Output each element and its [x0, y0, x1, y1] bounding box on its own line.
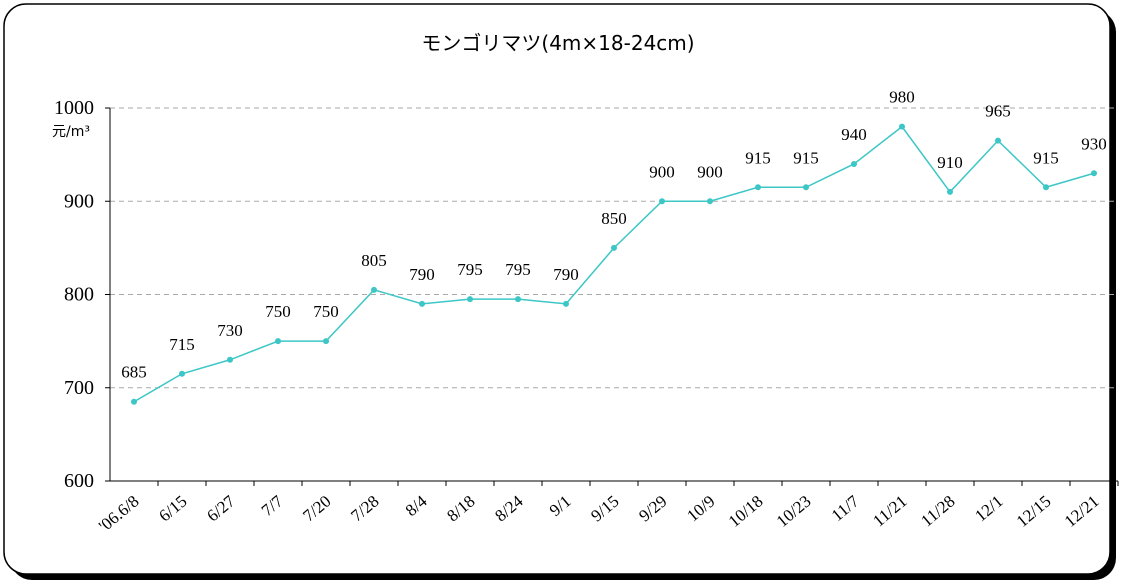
data-point: [707, 198, 713, 205]
y-tick-label: 800: [64, 284, 94, 306]
data-label: 915: [793, 148, 819, 167]
data-label: 915: [1033, 148, 1059, 167]
data-label: 730: [217, 321, 243, 340]
data-point: [275, 338, 281, 345]
data-point: [227, 356, 233, 363]
data-point: [755, 184, 761, 191]
data-label: 790: [553, 265, 579, 284]
data-point: [515, 296, 521, 303]
data-point: [851, 160, 857, 167]
data-point: [179, 370, 185, 377]
chart-title: モンゴリマツ(4m×18-24cm): [421, 31, 694, 55]
data-point: [131, 398, 137, 405]
frame: [3, 3, 1111, 575]
data-label: 795: [457, 260, 483, 279]
data-label: 750: [313, 302, 339, 321]
y-tick-label: 700: [64, 377, 94, 399]
data-label: 915: [745, 148, 771, 167]
y-axis-label: 元/m³: [52, 124, 90, 140]
data-label: 715: [169, 335, 195, 354]
data-point: [611, 244, 617, 251]
data-label: 750: [265, 302, 291, 321]
data-label: 685: [121, 363, 147, 382]
data-point: [563, 300, 569, 307]
y-tick-label: 900: [64, 190, 94, 212]
data-point: [899, 123, 905, 130]
data-label: 805: [361, 251, 387, 270]
data-point: [659, 198, 665, 205]
data-point: [995, 137, 1001, 144]
data-point: [419, 300, 425, 307]
data-point: [947, 188, 953, 195]
y-tick-label: 1000: [54, 97, 94, 119]
data-point: [467, 296, 473, 303]
data-label: 900: [649, 162, 675, 181]
data-label: 940: [841, 125, 867, 144]
data-point: [1043, 184, 1049, 191]
data-label: 980: [889, 88, 915, 107]
data-label: 790: [409, 265, 435, 284]
data-point: [1091, 170, 1097, 177]
data-label: 850: [601, 209, 627, 228]
data-point: [371, 286, 377, 293]
data-label: 930: [1081, 134, 1107, 153]
data-label: 795: [505, 260, 531, 279]
data-point: [803, 184, 809, 191]
data-label: 910: [937, 153, 963, 172]
data-label: 965: [985, 102, 1011, 121]
data-point: [323, 338, 329, 345]
y-tick-label: 600: [64, 470, 94, 492]
data-label: 900: [697, 162, 723, 181]
